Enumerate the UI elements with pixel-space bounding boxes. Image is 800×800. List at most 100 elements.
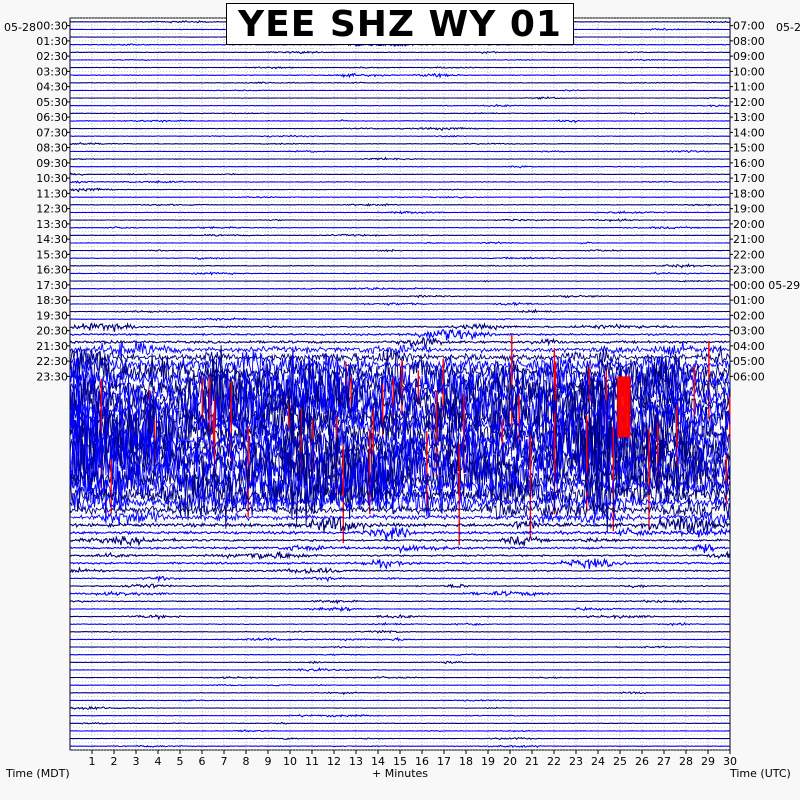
trace-row	[69, 543, 731, 555]
trace-row	[69, 509, 731, 526]
trace-row	[69, 691, 731, 696]
y-tick-label-left: 11:30	[36, 187, 68, 200]
y-tick-label-left: 04:30	[36, 81, 68, 94]
y-tick-label-left: 05:30	[36, 96, 68, 109]
x-tick-label: 27	[657, 755, 671, 768]
trace-row	[69, 322, 731, 332]
y-tick-label-right: 21:00	[733, 233, 765, 246]
y-tick-label-right: 03:00	[733, 325, 765, 338]
trace-row	[69, 172, 731, 176]
trace-row	[69, 103, 731, 108]
y-tick-label-left: 08:30	[36, 142, 68, 155]
x-tick-label: 28	[679, 755, 693, 768]
trace-row	[69, 141, 731, 146]
y-tick-label-left: 10:30	[36, 172, 68, 185]
trace-row	[69, 515, 731, 534]
x-tick-label: 12	[327, 755, 341, 768]
trace-row	[70, 699, 731, 702]
trace-row	[69, 590, 730, 598]
y-tick-label-left: 18:30	[36, 294, 68, 307]
x-tick-label: 29	[701, 755, 715, 768]
trace-row	[69, 72, 731, 79]
y-tick-label-left: 15:30	[36, 248, 68, 261]
x-tick-label: 16	[415, 755, 429, 768]
y-tick-label-right: 15:00	[733, 142, 765, 155]
trace-row	[69, 453, 731, 532]
trace-row	[70, 535, 731, 547]
y-tick-label-right: 12:00	[733, 96, 765, 109]
y-tick-label-right: 04:00	[733, 340, 765, 353]
y-tick-label-right: 16:00	[733, 157, 765, 170]
x-tick-label: 20	[503, 755, 517, 768]
trace-row	[69, 248, 731, 253]
x-tick-label: 18	[459, 755, 473, 768]
y-tick-label-right: 06:00	[733, 370, 765, 383]
trace-row	[69, 575, 731, 583]
y-tick-label-right: 22:00	[733, 248, 765, 261]
axis-layer: 00:30 07:00 01:30 08:00 02:30 09:00 03:30 10:00…	[36, 20, 800, 768]
y-tick-label-right: 07:00	[733, 20, 765, 33]
y-tick-label-left: 20:30	[36, 325, 68, 338]
y-tick-label-right: 00:00 05-29	[733, 279, 800, 292]
trace-row	[69, 202, 731, 207]
trace-row	[69, 149, 731, 153]
trace-row	[69, 340, 731, 358]
y-tick-label-right: 01:00	[733, 294, 765, 307]
trace-row	[69, 605, 731, 613]
trace-row	[69, 629, 730, 634]
x-tick-label: 19	[481, 755, 495, 768]
x-tick-label: 24	[591, 755, 605, 768]
y-tick-label-right: 09:00	[733, 50, 765, 63]
trace-row	[69, 705, 730, 711]
x-tick-label: 26	[635, 755, 649, 768]
y-tick-label-right: 11:00	[733, 81, 765, 94]
y-tick-label-left: 21:30	[36, 340, 68, 353]
trace-row	[69, 210, 730, 215]
y-tick-label-right: 14:00	[733, 126, 765, 139]
trace-row	[69, 225, 730, 230]
chart-title: YEE SHZ WY 01	[226, 3, 574, 45]
trace-row	[70, 233, 730, 237]
trace-row	[69, 81, 730, 85]
trace-row	[69, 345, 731, 369]
trace-row	[69, 557, 731, 570]
x-axis-label: + Minutes	[372, 767, 428, 780]
x-tick-label: 17	[437, 755, 451, 768]
y-tick-label-left: 06:30	[36, 111, 68, 124]
trace-row	[69, 308, 731, 314]
y-tick-label-left: 22:30	[36, 355, 68, 368]
x-tick-label: 8	[243, 755, 250, 768]
x-tick-label: 14	[371, 755, 385, 768]
trace-row	[69, 119, 731, 124]
trace-row	[70, 111, 731, 115]
trace-layer	[69, 20, 731, 748]
trace-row	[70, 621, 731, 627]
trace-row	[69, 328, 731, 341]
trace-row	[69, 414, 731, 512]
y-tick-label-right: 05:00	[733, 355, 765, 368]
trace-row	[70, 126, 731, 132]
trace-row	[69, 180, 731, 184]
right-date-label: 05-2	[776, 21, 800, 34]
x-tick-label: 7	[221, 755, 228, 768]
trace-row	[69, 279, 731, 283]
trace-row	[69, 134, 731, 138]
x-tick-label: 1	[89, 755, 96, 768]
trace-row	[69, 667, 730, 672]
trace-row	[70, 744, 731, 748]
x-tick-label: 23	[569, 755, 583, 768]
trace-row	[70, 165, 731, 169]
y-tick-label-right: 13:00	[733, 111, 765, 124]
trace-row	[69, 613, 730, 621]
y-tick-label-left: 02:30	[36, 50, 68, 63]
trace-row	[69, 498, 731, 521]
x-tick-label: 25	[613, 755, 627, 768]
x-tick-label: 6	[199, 755, 206, 768]
x-tick-label: 21	[525, 755, 539, 768]
trace-row	[69, 156, 731, 161]
trace-row	[69, 437, 731, 523]
trace-row	[69, 683, 731, 687]
x-tick-label: 13	[349, 755, 363, 768]
trace-row	[70, 301, 731, 307]
trace-row	[69, 636, 730, 642]
